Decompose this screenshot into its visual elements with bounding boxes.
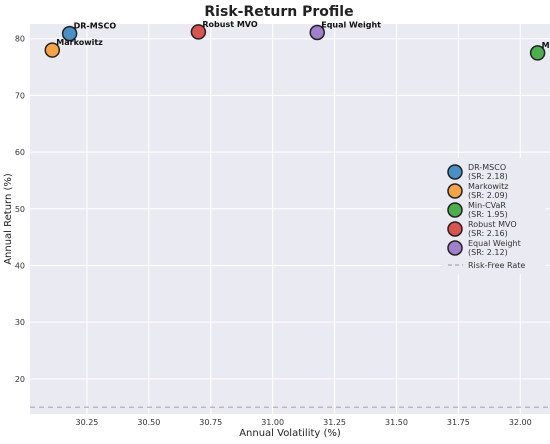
point-labels: DR-MSCO Markowitz Min-CVaR Robust MVO Equal … <box>56 20 550 50</box>
y-tick-label: 60 <box>15 148 25 157</box>
y-tick-label: 80 <box>15 35 25 44</box>
point-label: DR-MSCO <box>74 22 117 31</box>
legend-marker <box>447 183 463 199</box>
legend-label: Equal Weight <box>468 239 521 248</box>
legend-marker <box>447 240 463 256</box>
x-tick-label: 31.25 <box>323 418 346 427</box>
x-tick-label: 32.00 <box>509 418 532 427</box>
legend-sharpe: (SR: 2.12) <box>468 248 508 257</box>
y-tick-label: 20 <box>15 375 25 384</box>
x-tick-label: 30.75 <box>199 418 222 427</box>
data-points <box>44 24 546 61</box>
legend-label: Min-CVaR <box>468 201 506 210</box>
data-point <box>190 24 207 40</box>
x-tick-label: 30.25 <box>75 418 98 427</box>
x-tick-label: 31.00 <box>261 418 284 427</box>
point-label: Robust MVO <box>202 20 257 29</box>
legend-marker <box>447 202 463 218</box>
y-tick-label: 50 <box>15 205 25 214</box>
legend-marker <box>447 164 463 180</box>
chart-title: Risk-Return Profile <box>204 4 353 20</box>
y-tick-label: 70 <box>15 91 25 100</box>
data-point <box>44 42 61 58</box>
point-label: Equal Weight <box>321 21 381 30</box>
x-axis-label: Annual Volatility (%) <box>239 428 341 439</box>
point-label: Min-CVaR <box>542 41 550 50</box>
y-tick-label: 30 <box>15 318 25 327</box>
legend-sharpe: (SR: 2.16) <box>468 229 508 238</box>
legend-label: Markowitz <box>468 182 508 191</box>
legend-sharpe: (SR: 1.95) <box>468 210 508 219</box>
axis-ticks: 30.25 30.50 30.75 31.00 31.25 31.50 31.75 32.00… <box>15 35 532 427</box>
legend-items: DR-MSCO(SR: 2.18)Markowitz(SR: 2.09)Min-… <box>447 163 525 270</box>
x-tick-label: 31.75 <box>447 418 470 427</box>
y-axis-label: Annual Return (%) <box>3 173 14 265</box>
x-tick-label: 31.50 <box>385 418 408 427</box>
y-tick-label: 40 <box>15 261 25 270</box>
data-point <box>529 45 546 61</box>
legend-rf-label: Risk-Free Rate <box>468 261 525 270</box>
data-point <box>61 25 78 42</box>
legend-label: DR-MSCO <box>468 163 506 172</box>
x-tick-label: 30.50 <box>137 418 160 427</box>
legend-sharpe: (SR: 2.09) <box>468 191 508 200</box>
legend: DR-MSCO(SR: 2.18)Markowitz(SR: 2.09)Min-… <box>442 158 546 274</box>
legend-sharpe: (SR: 2.18) <box>468 172 508 181</box>
legend-label: Robust MVO <box>468 220 517 229</box>
legend-marker <box>447 221 463 237</box>
data-point <box>309 24 325 41</box>
point-label: Markowitz <box>56 38 103 47</box>
